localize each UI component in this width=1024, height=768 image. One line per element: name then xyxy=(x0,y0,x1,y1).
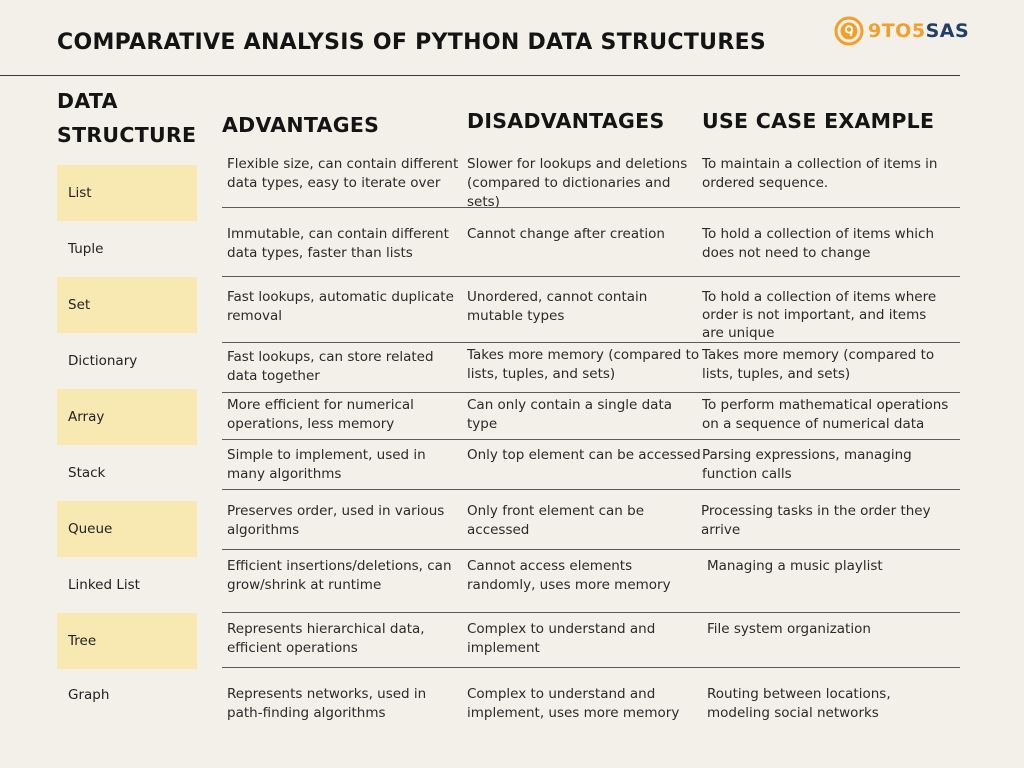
ds-label: Linked List xyxy=(68,577,140,593)
row-divider xyxy=(222,439,960,440)
row-divider xyxy=(222,276,960,277)
logo-wordmark: 9TO5SAS xyxy=(868,20,969,42)
cell-advantages: More efficient for numerical operations,… xyxy=(227,397,414,432)
cell-advantages: Efficient insertions/deletions, can grow… xyxy=(227,558,452,593)
cell-advantages: Represents hierarchical data, efficient … xyxy=(227,621,425,656)
cell-use-case: Parsing expressions, managing function c… xyxy=(702,447,912,482)
row-divider xyxy=(222,392,960,393)
cell-disadvantages: Can only contain a single data type xyxy=(467,397,673,432)
row-divider xyxy=(222,549,960,550)
ds-set: Set xyxy=(57,277,197,333)
ds-label: Stack xyxy=(68,465,106,481)
header-data-structure: DATA STRUCTURE xyxy=(57,84,196,152)
header-data-structure-line1: DATA xyxy=(57,89,118,113)
cell-disadvantages: Only front element can be accessed xyxy=(467,503,644,538)
logo-icon xyxy=(834,16,864,46)
ds-label: Array xyxy=(68,409,105,425)
header-disadvantages: DISADVANTAGES xyxy=(467,109,665,133)
cell-disadvantages: Complex to understand and implement, use… xyxy=(467,686,680,721)
cell-disadvantages: Complex to understand and implement xyxy=(467,621,656,656)
ds-queue: Queue xyxy=(57,501,197,557)
cell-use-case: To perform mathematical operations on a … xyxy=(702,397,949,432)
row-divider xyxy=(222,342,960,343)
cell-advantages: Flexible size, can contain different dat… xyxy=(227,156,459,191)
ds-label: List xyxy=(68,185,92,201)
cell-use-case: Managing a music playlist xyxy=(707,558,883,574)
title-divider xyxy=(0,75,960,76)
header-data-structure-line2: STRUCTURE xyxy=(57,123,197,147)
cell-use-case: To maintain a collection of items in ord… xyxy=(702,156,938,191)
cell-disadvantages: Only top element can be accessed xyxy=(467,447,701,463)
row-divider xyxy=(222,207,960,208)
cell-disadvantages: Cannot change after creation xyxy=(467,226,665,242)
logo-wordmark-part2: SAS xyxy=(925,20,970,42)
cell-advantages: Preserves order, used in various algorit… xyxy=(227,503,445,538)
ds-graph: Graph xyxy=(57,667,197,723)
ds-label: Tuple xyxy=(68,241,104,257)
ds-label: Tree xyxy=(68,633,97,649)
cell-advantages: Represents networks, used in path-findin… xyxy=(227,686,427,721)
ds-label: Queue xyxy=(68,521,113,537)
cell-disadvantages: Takes more memory (compared to lists, tu… xyxy=(467,347,700,382)
logo-wordmark-part1: 9TO5 xyxy=(868,20,926,42)
ds-tree: Tree xyxy=(57,613,197,669)
ds-array: Array xyxy=(57,389,197,445)
brand-logo: 9TO5SAS xyxy=(834,16,969,46)
ds-label: Dictionary xyxy=(68,353,138,369)
ds-dictionary: Dictionary xyxy=(57,333,197,389)
header-advantages: ADVANTAGES xyxy=(222,113,380,137)
cell-advantages: Immutable, can contain different data ty… xyxy=(227,226,449,261)
cell-use-case: Takes more memory (compared to lists, tu… xyxy=(702,347,935,382)
cell-use-case: Routing between locations, modeling soci… xyxy=(707,686,891,721)
cell-advantages: Fast lookups, automatic duplicate remova… xyxy=(227,289,454,324)
ds-linked-list: Linked List xyxy=(57,557,197,613)
ds-label: Set xyxy=(68,297,91,313)
cell-use-case: To hold a collection of items which does… xyxy=(702,226,935,261)
row-divider xyxy=(222,667,960,668)
row-divider xyxy=(222,612,960,613)
cell-disadvantages: Slower for lookups and deletions (compar… xyxy=(467,156,688,210)
cell-use-case: To hold a collection of items where orde… xyxy=(702,289,937,341)
cell-disadvantages: Unordered, cannot contain mutable types xyxy=(467,289,648,324)
cell-use-case: File system organization xyxy=(707,621,871,637)
ds-stack: Stack xyxy=(57,445,197,501)
header-use-case: USE CASE EXAMPLE xyxy=(702,109,935,133)
page-title: COMPARATIVE ANALYSIS OF PYTHON DATA STRU… xyxy=(57,30,767,55)
ds-list: List xyxy=(57,165,197,221)
row-divider xyxy=(222,489,960,490)
cell-use-case: Processing tasks in the order they arriv… xyxy=(701,503,931,538)
cell-advantages: Fast lookups, can store related data tog… xyxy=(227,349,434,384)
cell-disadvantages: Cannot access elements randomly, uses mo… xyxy=(467,558,671,593)
cell-advantages: Simple to implement, used in many algori… xyxy=(227,447,426,482)
ds-tuple: Tuple xyxy=(57,221,197,277)
ds-label: Graph xyxy=(68,687,110,703)
